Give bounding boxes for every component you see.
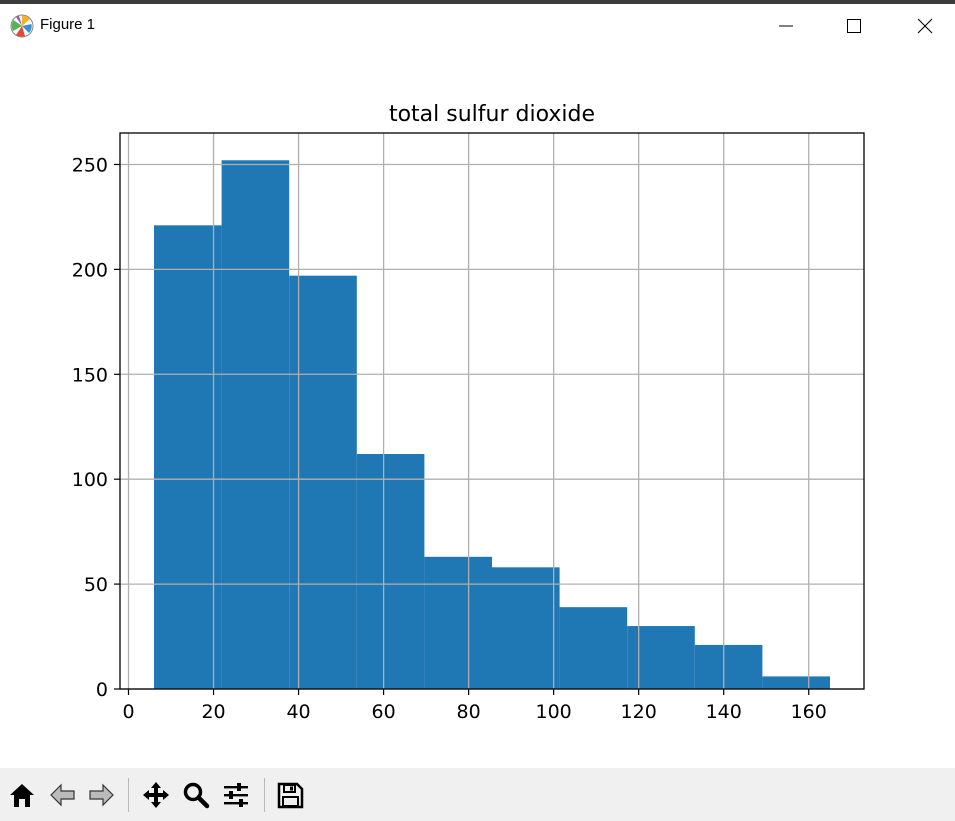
x-tick-label: 0 (122, 701, 134, 723)
y-tick-label: 150 (72, 364, 108, 386)
x-tick-label: 80 (457, 701, 481, 723)
home-icon (10, 784, 34, 807)
close-icon (917, 18, 933, 34)
configure-subplots-button[interactable] (218, 777, 254, 813)
x-tick-label: 20 (201, 701, 225, 723)
histogram-bar (424, 556, 492, 689)
y-tick-label: 200 (72, 259, 108, 281)
histogram-bar (559, 607, 628, 689)
toolbar-separator (264, 778, 265, 812)
window-titlebar[interactable]: Figure 1 (0, 4, 955, 48)
configure-subplots-icon (224, 783, 248, 807)
minimize-icon (779, 25, 793, 27)
maximize-icon (847, 19, 861, 33)
close-button[interactable] (895, 4, 955, 48)
window-title: Figure 1 (40, 16, 96, 33)
pan-button[interactable] (138, 777, 174, 813)
histogram-bar (289, 275, 357, 689)
figure-canvas[interactable]: total sulfur dioxide 0 20 40 60 80 100 120 140 1… (0, 48, 955, 768)
histogram-bar (627, 626, 695, 689)
x-tick-label: 120 (621, 701, 657, 723)
histogram-bar (356, 454, 425, 689)
plot-frame (119, 132, 865, 690)
save-button[interactable] (272, 777, 308, 813)
zoom-button[interactable] (178, 777, 214, 813)
navigation-toolbar (0, 768, 955, 821)
maximize-button[interactable] (824, 4, 884, 48)
x-tick-label: 140 (706, 701, 742, 723)
back-icon (50, 783, 75, 807)
x-tick-label: 160 (791, 701, 827, 723)
histogram-bar (154, 225, 222, 689)
home-button[interactable] (4, 777, 40, 813)
toolbar-separator (128, 778, 129, 812)
histogram-chart: total sulfur dioxide 0 20 40 60 80 100 120 140 1… (72, 102, 865, 723)
back-button[interactable] (44, 777, 80, 813)
y-tick-label: 250 (72, 154, 108, 176)
x-tick-label: 60 (371, 701, 395, 723)
save-icon (277, 782, 304, 809)
histogram-bar (492, 567, 560, 689)
histogram-bar (221, 160, 290, 690)
y-tick-label: 100 (72, 469, 108, 491)
zoom-icon (183, 782, 210, 809)
matplotlib-logo-icon (10, 14, 34, 38)
y-tick-label: 0 (96, 679, 108, 701)
chart-title: total sulfur dioxide (389, 102, 595, 127)
pan-icon (143, 782, 169, 808)
forward-button[interactable] (84, 777, 120, 813)
histogram-bar (694, 644, 763, 689)
forward-icon (89, 783, 114, 807)
y-tick-label: 50 (84, 574, 108, 596)
x-tick-label: 40 (286, 701, 310, 723)
minimize-button[interactable] (756, 4, 816, 48)
screen-top-strip (0, 0, 955, 4)
x-tick-label: 100 (536, 701, 572, 723)
histogram-bar (762, 676, 830, 689)
